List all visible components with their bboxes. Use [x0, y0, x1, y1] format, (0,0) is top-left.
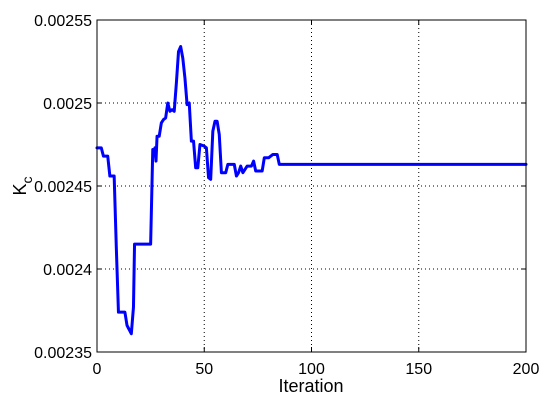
- y-tick-labels: 0.00235 0.0024 0.00245 0.0025 0.00255: [34, 13, 92, 362]
- y-axis-label: Kc: [10, 176, 35, 195]
- x-tick-label: 200: [513, 361, 540, 378]
- y-tick-label: 0.00235: [34, 345, 92, 362]
- x-tick-label: 100: [298, 361, 325, 378]
- series-line-0: [95, 45, 528, 336]
- x-tick-label: 0: [93, 361, 102, 378]
- y-tick-label: 0.00245: [34, 179, 92, 196]
- y-tick-label: 0.0024: [43, 262, 92, 279]
- x-tick-label: 150: [405, 361, 432, 378]
- y-axis-label-subscript: c: [19, 176, 35, 183]
- y-axis-label-main: K: [10, 183, 30, 195]
- tick-marks: [96, 19, 527, 353]
- series-layer: [95, 45, 528, 336]
- grid-lines: [97, 20, 526, 352]
- x-tick-label: 50: [195, 361, 213, 378]
- x-tick-labels: 0 50 100 150 200: [93, 361, 540, 378]
- y-tick-label: 0.0025: [43, 96, 92, 113]
- x-axis-label: Iteration: [278, 376, 343, 396]
- y-tick-label: 0.00255: [34, 13, 92, 30]
